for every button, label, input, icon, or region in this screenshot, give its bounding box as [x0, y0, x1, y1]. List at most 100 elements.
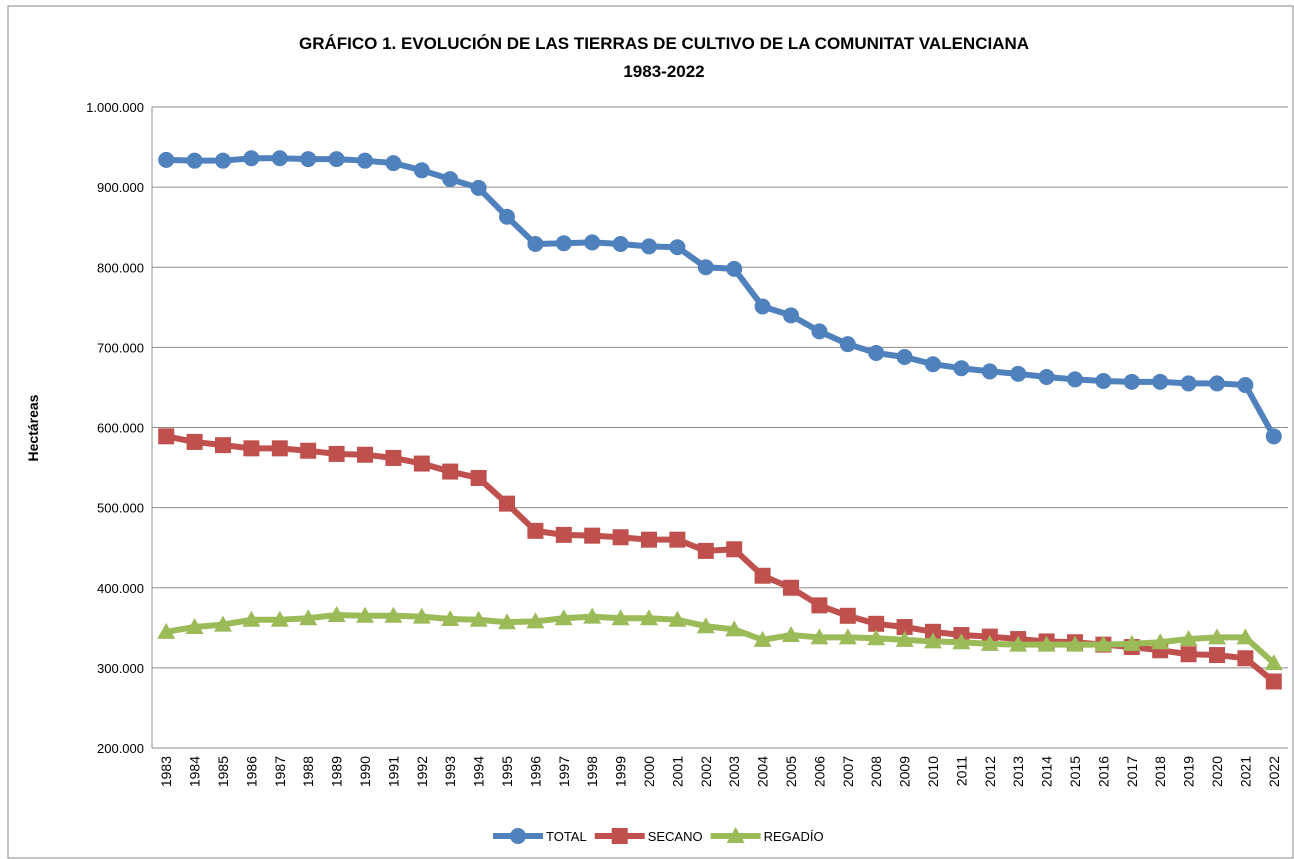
point [754, 298, 771, 315]
point [413, 162, 430, 179]
x-tick-label: 2000 [641, 756, 657, 787]
x-tick-label: 2009 [897, 756, 913, 787]
y-tick-label: 500.000 [97, 501, 144, 516]
point [1209, 647, 1225, 664]
x-tick-label: 1995 [499, 756, 515, 787]
x-tick-label: 2016 [1095, 756, 1111, 787]
point [385, 449, 402, 466]
point [527, 236, 544, 253]
y-tick-label: 1.000.000 [86, 100, 144, 115]
point [1180, 375, 1197, 392]
chart-title: GRÁFICO 1. EVOLUCIÓN DE LAS TIERRAS DE C… [299, 34, 1029, 53]
point [1151, 633, 1170, 650]
y-tick-label: 600.000 [97, 421, 144, 436]
point [498, 613, 516, 630]
point [1010, 365, 1027, 382]
point [1237, 650, 1254, 667]
point [327, 605, 346, 622]
point [1236, 628, 1255, 645]
point [981, 363, 998, 380]
y-tick-label: 700.000 [97, 340, 144, 355]
y-tick-label: 400.000 [97, 581, 144, 596]
point [413, 455, 430, 472]
x-tick-label: 2020 [1209, 756, 1225, 787]
x-tick-label: 1998 [584, 756, 600, 787]
point [867, 629, 886, 646]
point [811, 597, 828, 614]
x-tick-label: 1987 [272, 756, 288, 787]
point [214, 615, 232, 632]
point [470, 179, 487, 196]
point [611, 609, 630, 626]
y-axis-label: Hectáreas [25, 394, 41, 461]
point [868, 344, 885, 361]
point [726, 827, 745, 843]
point [357, 446, 373, 463]
x-tick-label: 2019 [1181, 756, 1197, 787]
legend-label: REGADÍO [764, 829, 824, 844]
x-tick-label: 1990 [357, 756, 373, 787]
point [243, 440, 260, 457]
point [1123, 373, 1140, 390]
y-tick-label: 200.000 [97, 741, 144, 756]
point [811, 323, 828, 340]
x-tick-label: 2004 [755, 756, 771, 787]
point [782, 626, 800, 643]
x-tick-label: 1993 [442, 756, 458, 787]
point [611, 828, 628, 844]
x-tick-label: 1996 [527, 756, 543, 787]
point [810, 628, 829, 645]
x-tick-label: 1985 [215, 756, 231, 787]
point [1265, 428, 1282, 445]
point [1265, 673, 1282, 690]
x-tick-label: 2001 [669, 756, 685, 787]
point [1067, 371, 1083, 388]
x-tick-label: 2005 [783, 756, 799, 787]
point [300, 151, 317, 168]
point [1264, 654, 1283, 671]
point [499, 208, 515, 225]
point [158, 151, 175, 168]
point [612, 236, 629, 253]
x-tick-label: 2013 [1010, 756, 1026, 787]
x-tick-label: 2012 [982, 756, 998, 787]
point [668, 610, 687, 627]
point [469, 610, 488, 627]
point [470, 469, 487, 486]
point [1179, 630, 1198, 647]
point [1037, 635, 1056, 652]
x-tick-label: 2006 [811, 756, 827, 787]
x-tick-label: 1997 [556, 756, 572, 787]
point [555, 526, 572, 543]
point [1209, 375, 1225, 392]
point [271, 150, 288, 167]
legend-label: TOTAL [546, 829, 587, 844]
point [385, 155, 402, 172]
point [924, 632, 942, 649]
point [158, 428, 175, 445]
point [510, 828, 526, 844]
point [555, 235, 572, 252]
point [1094, 635, 1113, 652]
x-tick-label: 1992 [414, 756, 430, 787]
point [612, 529, 629, 546]
point [584, 234, 601, 251]
point [356, 606, 374, 623]
point [696, 617, 715, 634]
x-tick-label: 2022 [1266, 756, 1282, 787]
point [499, 495, 515, 512]
x-tick-label: 2015 [1067, 756, 1083, 787]
point [925, 623, 941, 640]
point [554, 609, 573, 626]
point [527, 522, 544, 539]
point [299, 609, 318, 626]
point [243, 150, 260, 167]
point [441, 609, 460, 626]
point [583, 607, 602, 624]
point [641, 531, 657, 548]
legend-label: SECANO [648, 829, 703, 844]
point [215, 437, 231, 454]
point [726, 260, 743, 277]
x-tick-label: 1994 [471, 756, 487, 787]
